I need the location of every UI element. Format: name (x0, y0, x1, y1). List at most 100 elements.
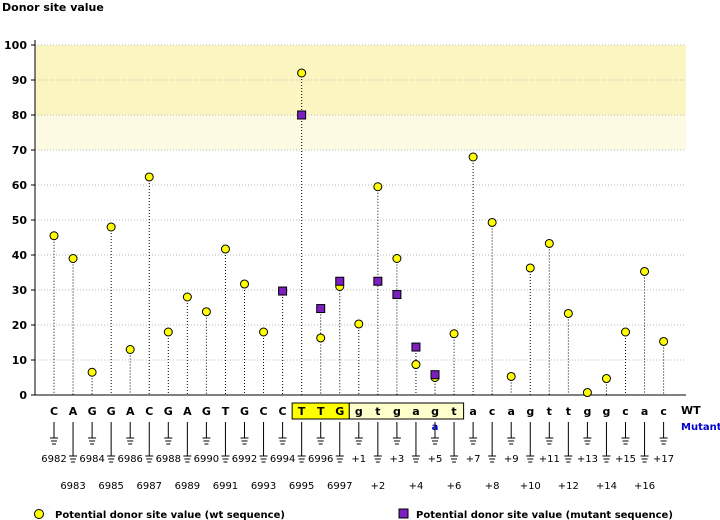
base-letter: t (566, 405, 571, 418)
legend-mutant-label: Potential donor site value (mutant seque… (416, 510, 673, 520)
y-tick-label: 60 (12, 179, 28, 192)
base-letter: C (279, 405, 287, 418)
wt-point (220, 244, 230, 254)
position-label: +12 (558, 481, 579, 492)
wt-point (163, 327, 173, 337)
position-label: +6 (447, 481, 462, 492)
mutant-row-label: Mutant (681, 422, 720, 433)
position-label: +16 (634, 481, 655, 492)
position-label: 6988 (156, 454, 181, 465)
wt-point (240, 279, 249, 289)
base-letter: G (240, 405, 249, 418)
position-label: +15 (615, 454, 636, 465)
wt-point (582, 388, 592, 398)
position-label: +4 (409, 481, 424, 492)
highlight-band-upper (35, 45, 686, 115)
y-axis-title: Donor site value (2, 1, 104, 14)
base-letter: t (375, 405, 380, 418)
sequence-row: CAGGACGAGTGCCTTGgtgagtacagttggcaca (50, 402, 667, 433)
base-letter: t (547, 405, 552, 418)
y-tick-label: 40 (12, 249, 28, 262)
position-label: 6990 (194, 454, 219, 465)
base-letter: G (107, 405, 116, 418)
wt-point (49, 231, 59, 241)
mutant-point (278, 286, 288, 296)
y-tick-label: 80 (12, 109, 28, 122)
mutant-point (335, 276, 345, 286)
wt-point (621, 327, 630, 337)
mutant-series (278, 110, 440, 380)
mutant-point (411, 342, 421, 352)
wt-point (659, 336, 669, 346)
base-letter: G (88, 405, 97, 418)
position-label: 6997 (327, 481, 352, 492)
wt-point (125, 345, 135, 354)
wt-point (201, 307, 211, 317)
position-label: +17 (653, 454, 674, 465)
position-label: +14 (596, 481, 617, 492)
grid-lines (35, 44, 686, 361)
wt-point (259, 327, 269, 337)
wt-point (373, 182, 383, 192)
legend-wt-label: Potential donor site value (wt sequence) (55, 510, 285, 520)
mutant-point (373, 276, 383, 286)
wt-series (49, 68, 669, 398)
position-label: +11 (539, 454, 560, 465)
mutant-point (297, 110, 307, 120)
base-letter: g (603, 405, 611, 418)
intron-box (348, 402, 465, 420)
base-letter: c (622, 405, 629, 418)
base-letter: t (451, 405, 456, 418)
y-tick-label: 90 (12, 74, 28, 87)
wt-point (487, 217, 497, 227)
wt-row-label: WT (681, 404, 701, 417)
position-label: 6983 (60, 481, 85, 492)
highlight-band-lower (35, 115, 686, 150)
wt-point (182, 292, 192, 302)
y-tick-label: 10 (12, 354, 28, 367)
wt-point (525, 263, 535, 273)
position-label: 6984 (79, 454, 104, 465)
y-tick-label: 20 (12, 319, 28, 332)
base-letter: g (431, 405, 439, 418)
position-label: 6987 (137, 481, 162, 492)
position-label: +5 (428, 454, 443, 465)
wt-point (544, 238, 554, 248)
legend-mutant-marker (398, 508, 409, 519)
mutant-point (392, 290, 402, 300)
position-label: 6985 (98, 481, 123, 492)
y-axis: 0 10 20 30 40 50 60 70 80 90 100 (4, 39, 686, 402)
wt-point (563, 308, 573, 318)
wt-point (144, 172, 154, 182)
position-label: 6995 (289, 481, 314, 492)
legend-wt-marker (34, 509, 44, 519)
wt-point (87, 367, 97, 377)
base-letter: G (335, 405, 344, 418)
wt-point (68, 254, 78, 263)
y-tick-label: 70 (12, 144, 28, 157)
wt-point (354, 319, 364, 329)
position-label: 6994 (270, 454, 295, 465)
wt-point (449, 329, 459, 339)
base-letter: g (526, 405, 534, 418)
base-letter: C (260, 405, 268, 418)
mutant-point (430, 370, 440, 380)
wt-point (640, 266, 650, 276)
wt-point (297, 68, 307, 78)
base-letter: a (469, 405, 476, 418)
position-label: +10 (520, 481, 541, 492)
y-tick-label: 0 (19, 389, 27, 402)
base-letter: c (489, 405, 496, 418)
base-letter: A (126, 405, 135, 418)
wt-point (106, 222, 116, 232)
wt-point (506, 371, 516, 381)
position-label: +9 (504, 454, 519, 465)
base-letter: C (145, 405, 153, 418)
position-labels: 6982 6983 6984 6985 6986 6987 6988 6989 6990 6991… (41, 454, 674, 492)
ground-symbols (50, 422, 668, 463)
base-letter: g (355, 405, 363, 418)
wt-point (468, 152, 478, 162)
y-tick-label: 30 (12, 284, 28, 297)
wt-point (411, 360, 421, 370)
